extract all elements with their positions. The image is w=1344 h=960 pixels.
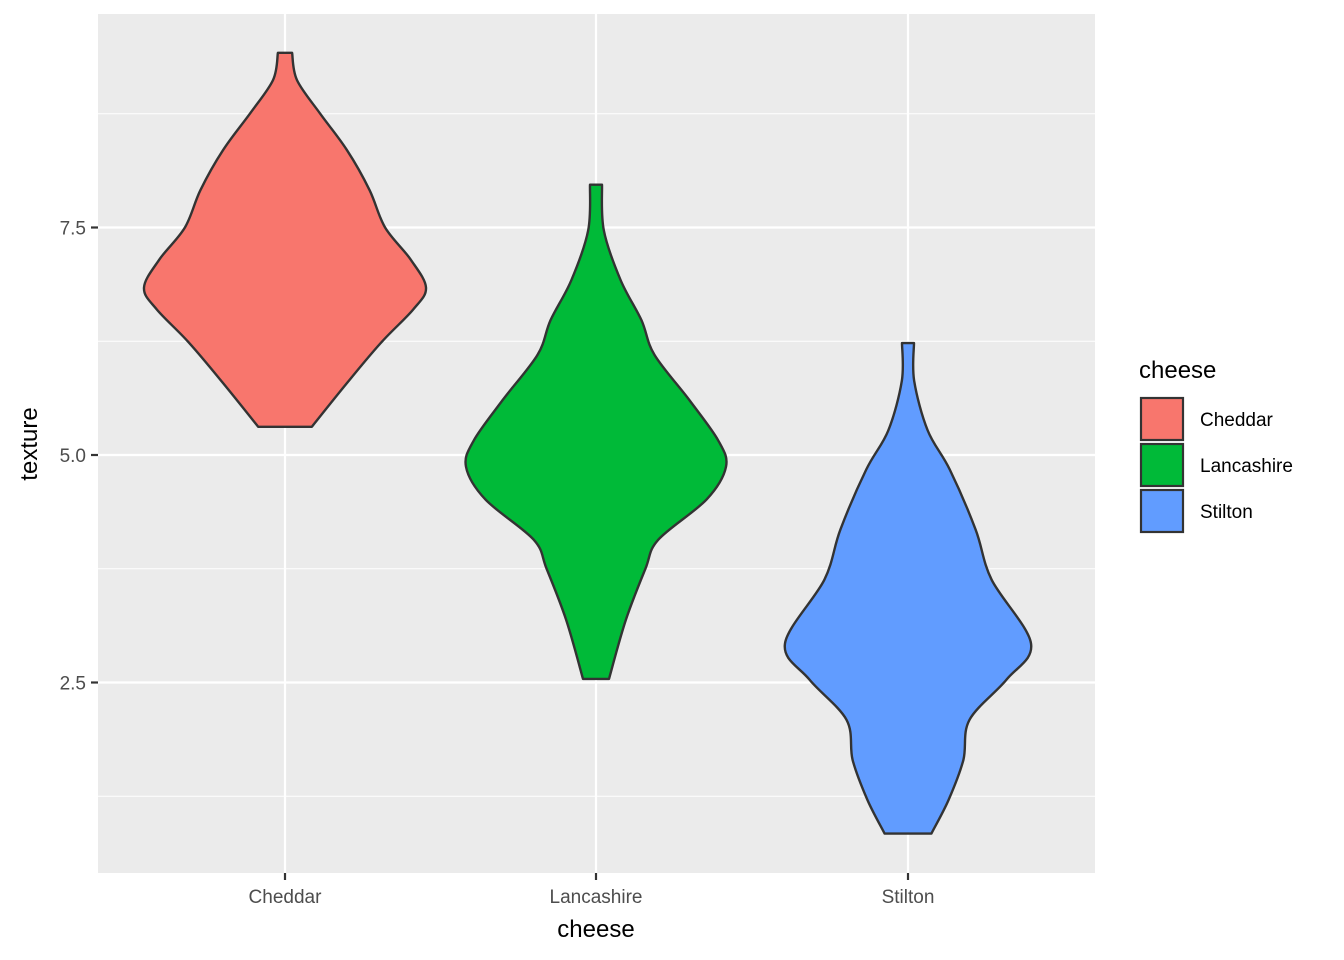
legend-swatch-cheddar [1139,396,1185,442]
y-axis-title: texture [16,407,43,480]
violin-stilton [783,341,1033,835]
y-tick-label: 5.0 [60,446,86,467]
violin-cheddar [142,51,428,428]
violins [142,51,1033,835]
legend-label-lancashire: Lancashire [1200,456,1293,477]
y-tick-label: 2.5 [60,674,86,695]
violin-lancashire [464,183,728,681]
x-tick-label-stilton: Stilton [882,887,935,908]
legend-swatch-lancashire [1139,442,1185,488]
legend: cheese Cheddar Lancashire Stilton [1139,357,1293,534]
legend-swatch-stilton [1139,488,1185,534]
x-tick-label-cheddar: Cheddar [249,887,323,908]
y-axis: 2.5 5.0 7.5 [60,219,98,695]
legend-label-stilton: Stilton [1200,502,1253,523]
x-axis: Cheddar Lancashire Stilton [249,873,935,908]
x-tick-label-lancashire: Lancashire [550,887,643,908]
x-axis-title: cheese [557,916,634,943]
legend-title: cheese [1139,357,1216,384]
legend-label-cheddar: Cheddar [1200,410,1274,431]
y-tick-label: 7.5 [60,219,86,240]
